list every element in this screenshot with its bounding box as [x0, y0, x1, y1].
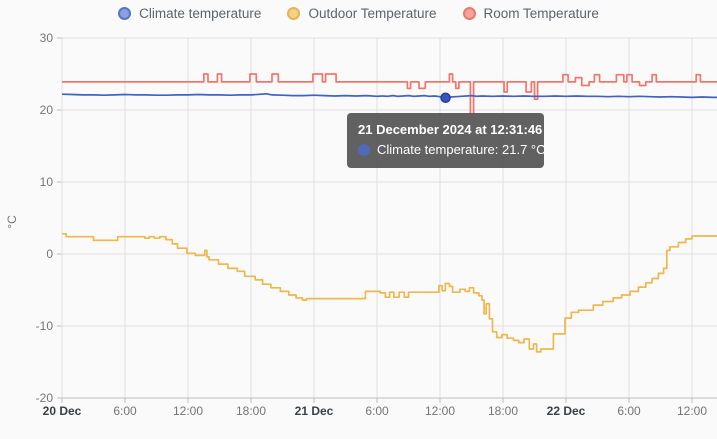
x-tick-label: 6:00 [365, 404, 389, 418]
series-line-room-temperature[interactable] [62, 73, 717, 115]
x-tick-label: 18:00 [488, 404, 518, 418]
series-line-outdoor-temperature[interactable] [62, 232, 717, 353]
x-tick-label: 6:00 [617, 404, 641, 418]
x-tick-label: 20 Dec [43, 404, 82, 418]
y-tick-label: -10 [36, 319, 54, 333]
selected-data-point[interactable] [440, 92, 451, 104]
chart-tooltip: 21 December 2024 at 12:31:46 Climate tem… [347, 113, 546, 168]
legend-item-room-temperature[interactable]: Room Temperature [462, 6, 599, 21]
y-tick-label: 20 [40, 103, 54, 117]
y-tick-label: 10 [40, 175, 54, 189]
legend-label: Climate temperature [139, 6, 262, 21]
y-tick-label: -20 [36, 391, 54, 405]
legend-label: Outdoor Temperature [308, 6, 437, 21]
legend-item-climate-temperature[interactable]: Climate temperature [118, 6, 261, 21]
legend-marker-room-icon [462, 7, 476, 20]
tooltip-timestamp: 21 December 2024 at 12:31:46 [358, 122, 543, 137]
x-tick-label: 12:00 [677, 404, 707, 418]
legend-item-outdoor-temperature[interactable]: Outdoor Temperature [287, 6, 437, 21]
y-tick-label: 0 [46, 247, 53, 261]
x-tick-label: 18:00 [236, 404, 266, 418]
legend-label: Room Temperature [483, 6, 599, 21]
x-tick-label: 12:00 [173, 404, 203, 418]
y-tick-label: 30 [40, 31, 54, 45]
legend-marker-outdoor-icon [287, 7, 301, 20]
tooltip-series-marker-icon [358, 143, 370, 156]
legend-marker-climate-icon [118, 7, 132, 20]
tooltip-value: Climate temperature: 21.7 °C [377, 142, 546, 157]
x-tick-label: 6:00 [113, 404, 137, 418]
x-tick-label: 21 Dec [295, 404, 334, 418]
series-line-climate-temperature[interactable] [61, 92, 717, 99]
chart-legend: Climate temperature Outdoor Temperature … [0, 6, 717, 21]
x-tick-label: 12:00 [425, 404, 455, 418]
y-axis-unit-label: °C [5, 215, 19, 229]
x-tick-label: 22 Dec [547, 404, 586, 418]
